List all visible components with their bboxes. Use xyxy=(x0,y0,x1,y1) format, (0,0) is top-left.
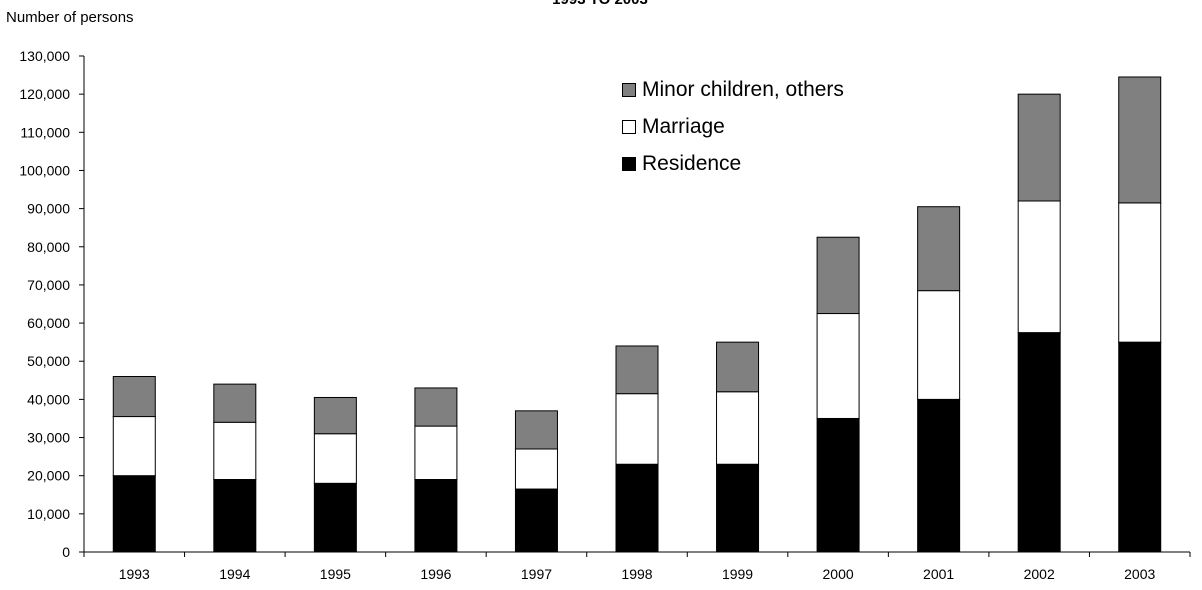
y-tick-label: 110,000 xyxy=(20,124,70,140)
bar-segment-marriage xyxy=(112,416,156,477)
bar-segment-marriage xyxy=(414,425,458,481)
bar-segment-residence xyxy=(414,479,458,553)
bar-segment-residence xyxy=(112,475,156,553)
x-tick-label: 1998 xyxy=(621,566,652,582)
bar-segment-residence xyxy=(313,482,357,553)
bar-segment-minor-children-others xyxy=(213,383,257,423)
x-tick-label: 1997 xyxy=(521,566,552,582)
legend-item-marriage: Marriage xyxy=(622,108,844,145)
x-tick-label: 1994 xyxy=(219,566,250,582)
chart-title: 1993 TO 2003 xyxy=(552,0,648,8)
bar-segment-minor-children-others xyxy=(1118,76,1162,204)
bar-segment-residence xyxy=(514,488,558,553)
y-tick-label: 70,000 xyxy=(27,277,70,293)
bar-segment-marriage xyxy=(1017,200,1061,334)
y-tick-label: 30,000 xyxy=(27,430,70,446)
y-tick-label: 90,000 xyxy=(27,201,70,217)
bar-segment-residence xyxy=(1017,332,1061,553)
bar-segment-marriage xyxy=(816,313,860,419)
x-tick-label: 1996 xyxy=(420,566,451,582)
y-tick-label: 120,000 xyxy=(19,86,70,102)
legend: Minor children, others Marriage Residenc… xyxy=(622,71,844,182)
x-tick-label: 1993 xyxy=(119,566,150,582)
bar-segment-minor-children-others xyxy=(917,206,961,292)
y-tick-label: 10,000 xyxy=(27,506,70,522)
legend-swatch-marriage xyxy=(622,119,636,134)
bar-segment-minor-children-others xyxy=(615,345,659,395)
bar-segment-minor-children-others xyxy=(414,387,458,427)
y-tick-label: 50,000 xyxy=(27,353,70,369)
y-tick-label: 20,000 xyxy=(27,468,70,484)
bar-segment-residence xyxy=(615,463,659,553)
bar-segment-minor-children-others xyxy=(816,236,860,315)
y-tick-label: 100,000 xyxy=(19,162,70,178)
bar-segment-residence xyxy=(213,479,257,553)
bar-segment-minor-children-others xyxy=(112,375,156,418)
bar-segment-minor-children-others xyxy=(514,410,558,450)
bar-segment-marriage xyxy=(213,421,257,481)
bars xyxy=(112,76,1162,553)
legend-label-marriage: Marriage xyxy=(642,114,725,138)
bar-segment-residence xyxy=(716,463,760,553)
y-tick-label: 0 xyxy=(62,544,70,560)
x-tick-label: 2002 xyxy=(1024,566,1055,582)
bar-segment-minor-children-others xyxy=(1017,93,1061,202)
bar-segment-marriage xyxy=(313,433,357,484)
legend-label-minor-children: Minor children, others xyxy=(642,77,844,101)
y-tick-label: 60,000 xyxy=(27,315,70,331)
bar-segment-minor-children-others xyxy=(716,341,760,393)
tick-labels: 0 10,000 20,000 30,000 40,000 50,000 60,000 70,… xyxy=(19,48,1155,582)
x-tick-label: 2003 xyxy=(1124,566,1155,582)
bar-segment-marriage xyxy=(514,448,558,490)
y-axis-label: Number of persons xyxy=(6,9,134,26)
legend-item-residence: Residence xyxy=(622,145,844,182)
legend-item-minor-children: Minor children, others xyxy=(622,71,844,108)
bar-segment-marriage xyxy=(716,391,760,465)
y-tick-label: 80,000 xyxy=(27,239,70,255)
bar-segment-minor-children-others xyxy=(313,396,357,435)
bar-segment-residence xyxy=(917,398,961,553)
bar-segment-residence xyxy=(816,417,860,553)
legend-swatch-residence xyxy=(622,156,636,171)
bar-segment-marriage xyxy=(1118,202,1162,343)
legend-swatch-minor-children xyxy=(622,82,636,97)
legend-label-residence: Residence xyxy=(642,151,742,175)
x-tick-label: 1995 xyxy=(320,566,351,582)
bar-segment-marriage xyxy=(917,290,961,400)
bar-segment-residence xyxy=(1118,341,1162,553)
x-tick-label: 2001 xyxy=(923,566,954,582)
bar-segment-marriage xyxy=(615,393,659,465)
y-tick-label: 130,000 xyxy=(19,48,70,64)
x-tick-label: 1999 xyxy=(722,566,753,582)
x-tick-label: 2000 xyxy=(823,566,854,582)
y-tick-label: 40,000 xyxy=(27,391,70,407)
